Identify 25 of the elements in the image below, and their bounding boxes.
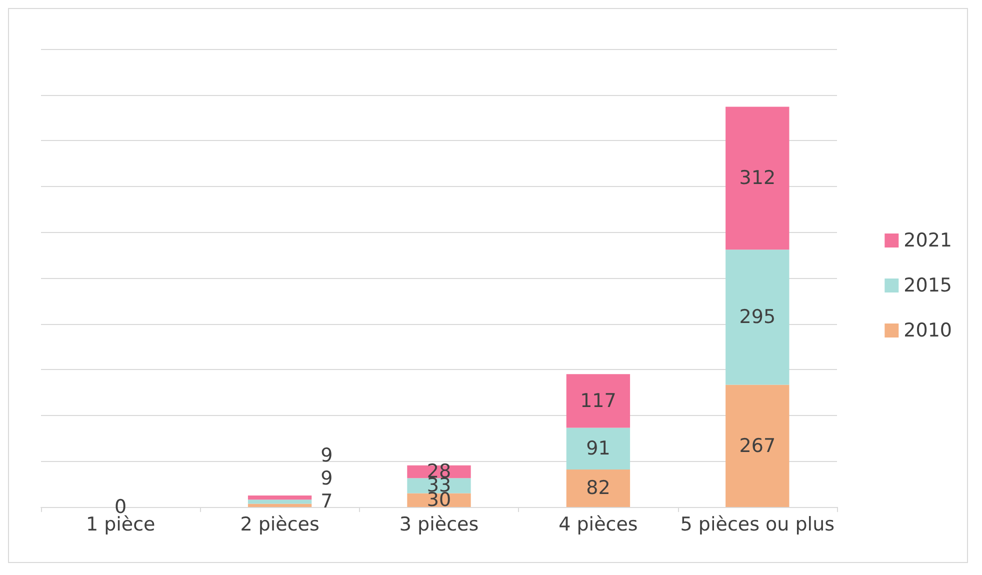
legend-label: 2010 <box>904 320 952 342</box>
bar <box>726 250 790 385</box>
bar <box>566 469 630 507</box>
x-tick-label: 4 pièces <box>558 514 638 536</box>
data-label: 9 <box>320 444 333 467</box>
x-tick-label: 3 pièces <box>399 514 479 536</box>
bar <box>726 106 790 250</box>
data-label: 312 <box>739 167 776 190</box>
data-label: 267 <box>739 434 776 457</box>
data-label: 91 <box>586 438 610 460</box>
data-label: 295 <box>739 306 776 328</box>
data-label: 9 <box>320 468 333 490</box>
data-label: 117 <box>580 390 616 412</box>
bar <box>248 504 312 507</box>
bar <box>566 374 630 428</box>
x-tick-label: 2 pièces <box>240 514 320 536</box>
data-label: 7 <box>320 490 333 512</box>
bar <box>726 384 790 507</box>
x-tick-label: 5 pièces ou plus <box>680 514 835 536</box>
bar <box>248 496 312 500</box>
bar <box>566 428 630 470</box>
legend-label: 2021 <box>904 230 952 252</box>
data-label: 82 <box>586 477 610 500</box>
legend-label: 2015 <box>904 274 952 296</box>
bar <box>248 500 312 504</box>
